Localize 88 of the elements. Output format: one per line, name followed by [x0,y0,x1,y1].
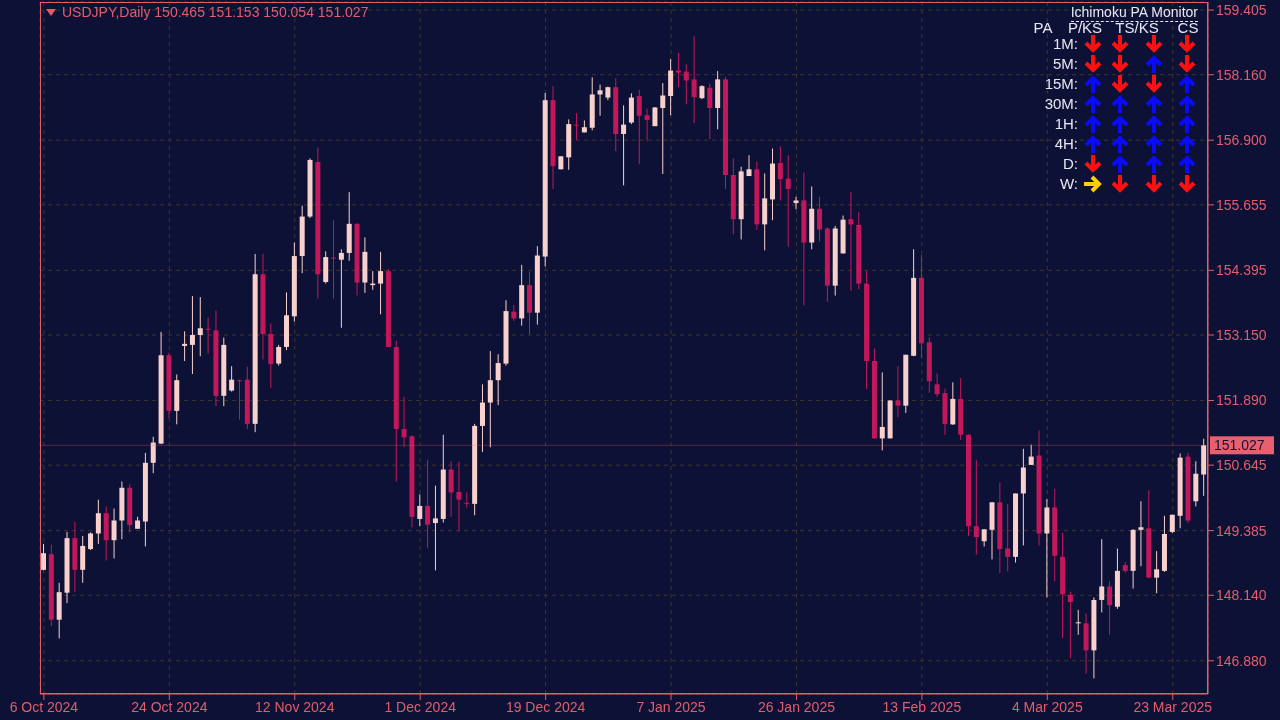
y-tick-label: 149.385 [1216,522,1267,539]
candlestick [879,371,885,451]
x-tick-label: 26 Jan 2025 [757,698,836,715]
candlestick [1005,503,1011,572]
x-tick-label: 6 Oct 2024 [9,698,79,715]
annotation: 30M: [1044,95,1078,113]
y-tick-label: 153.150 [1216,326,1267,343]
y-tick-label: 158.160 [1216,66,1267,83]
candlestick [1099,538,1105,613]
y-tick-label: 156.900 [1216,132,1267,149]
candlestick [660,82,666,175]
candlestick [934,372,940,398]
candlestick [417,494,423,527]
candlestick [895,365,901,418]
y-tick-label: 155.655 [1216,196,1267,213]
candlestick [378,251,384,315]
y-tick-label: 154.395 [1216,262,1267,279]
candlestick [621,104,627,186]
candlestick [1154,550,1160,594]
candlestick [80,535,86,584]
x-tick-label: 13 Feb 2025 [882,698,962,715]
candlestick [456,461,462,532]
candlestick [236,379,242,421]
annotation: D: [1063,155,1078,173]
candlestick [495,353,501,406]
candlestick [973,459,979,556]
annotation: 4H: [1054,135,1078,153]
candlestick [1138,500,1144,567]
candlestick [487,350,493,448]
x-tick-label: 23 Mar 2025 [1133,698,1213,715]
candlestick [111,508,117,559]
annotation: W: [1059,175,1078,193]
candlestick [675,52,681,88]
candlestick [785,154,791,248]
x-tick-label: 1 Dec 2024 [384,698,457,715]
x-tick-label: 24 Oct 2024 [131,698,208,715]
candlestick [205,316,211,355]
candlestick [150,436,156,474]
annotation: P/KS [1067,19,1103,37]
candlestick [644,108,650,142]
candlestick [338,248,344,329]
x-tick-label: 7 Jan 2025 [636,698,706,715]
candlestick [41,543,46,571]
annotation: 15M: [1044,75,1078,93]
candlestick [1067,591,1073,659]
candlestick [793,196,799,210]
candlestick [197,296,203,357]
y-tick-label: 159.405 [1216,2,1267,19]
y-tick-label: 151.890 [1216,392,1267,409]
annotation: CS [1177,19,1199,37]
candlestick [448,460,454,518]
x-tick-label: 19 Dec 2024 [505,698,586,715]
candlestick [683,63,689,105]
x-tick-label: 4 Mar 2025 [1011,698,1083,715]
candlestick [432,485,438,571]
annotation: 1M: [1052,35,1078,53]
candlestick [636,89,642,165]
annotation: 5M: [1052,55,1078,73]
annotation: Ichimoku PA Monitor [1070,3,1198,22]
candlestick [229,365,235,393]
candlestick [817,196,823,242]
y-tick-label: 146.880 [1216,652,1267,669]
candlestick [707,83,713,140]
candlestick [331,219,337,300]
chart-title: USDJPY,Daily 150.465 151.153 150.054 151.027 [62,4,369,20]
candlestick [691,35,697,124]
candlestick [1028,444,1034,466]
candlestick [401,396,407,448]
annotation: 1H: [1054,115,1078,133]
candlestick [1107,580,1113,636]
candlestick [848,191,854,292]
y-tick-label: 150.645 [1216,457,1267,474]
candlestick [1075,609,1081,636]
x-tick-label: 12 Nov 2024 [255,698,335,715]
annotation: PA [1033,19,1053,37]
candlestick [479,383,485,453]
candlestick [574,112,580,141]
y-tick-label: 148.140 [1216,587,1267,604]
ref-line-label: 151.027 [1214,437,1265,454]
candlestick [189,295,195,375]
candlestick [464,491,470,508]
candlestick [95,499,101,545]
candlestick [182,330,188,362]
candlestick [425,459,431,549]
annotation: TS/KS [1115,19,1159,37]
candlestick [777,145,783,201]
candlestick [276,344,282,367]
candlestick [597,84,603,117]
